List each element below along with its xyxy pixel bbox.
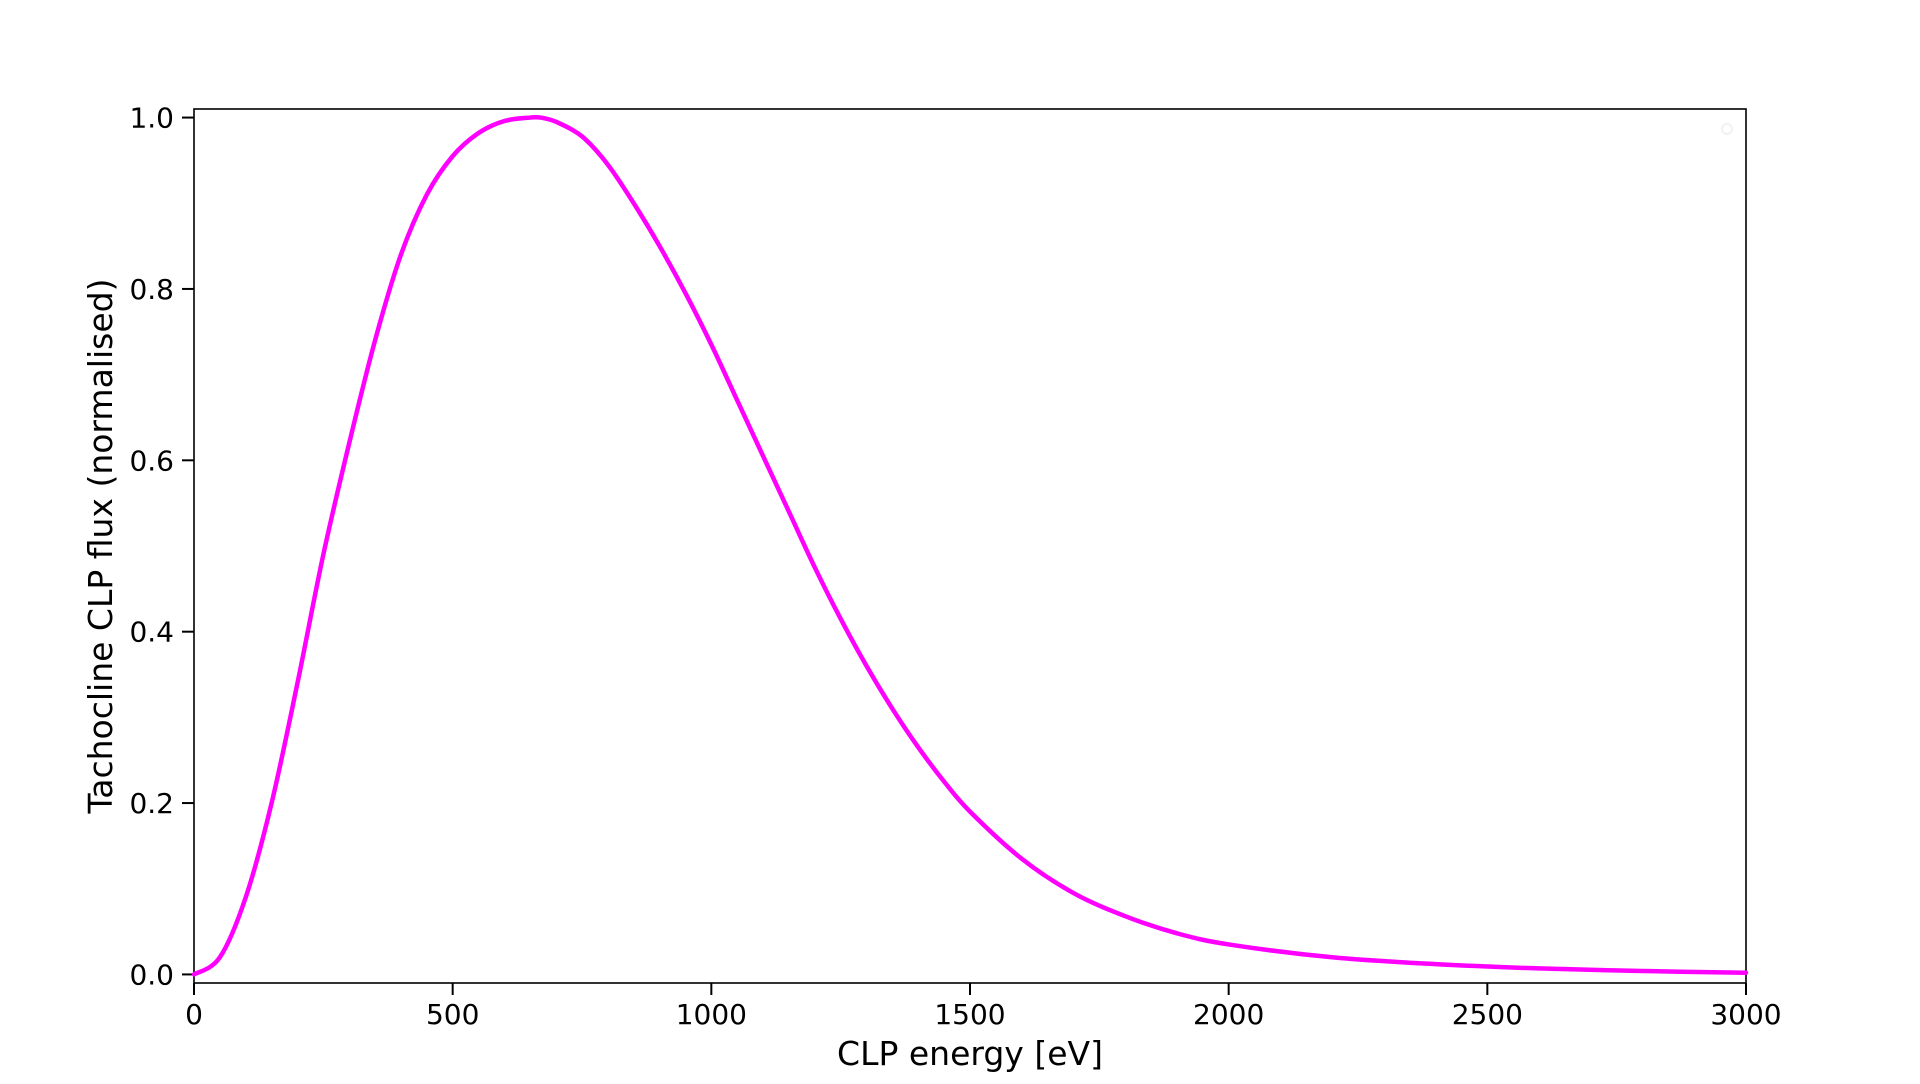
y-tick-label: 0.0 [129,958,174,991]
y-axis-ticks: 0.0 0.2 0.4 0.6 0.8 1.0 [129,102,194,991]
y-tick-label: 0.2 [129,787,174,820]
x-tick-label: 500 [426,998,479,1031]
x-tick-label: 1500 [934,998,1005,1031]
x-tick-label: 0 [185,998,203,1031]
x-tick-label: 1000 [676,998,747,1031]
x-tick-label: 2500 [1452,998,1523,1031]
x-tick-label: 3000 [1710,998,1781,1031]
legend-marker [1721,123,1733,135]
series-layer [191,114,1749,977]
y-tick-label: 1.0 [129,102,174,135]
x-axis-ticks: 0 500 1000 1500 2000 2500 3000 [185,983,1782,1031]
x-axis-label: CLP energy [eV] [837,1034,1103,1073]
y-axis-label: Tachocline CLP flux (normalised) [81,279,120,815]
flux-series-line [191,114,1749,977]
x-tick-label: 2000 [1193,998,1264,1031]
y-tick-label: 0.6 [129,444,174,477]
y-tick-label: 0.4 [129,616,174,649]
y-tick-label: 0.8 [129,273,174,306]
